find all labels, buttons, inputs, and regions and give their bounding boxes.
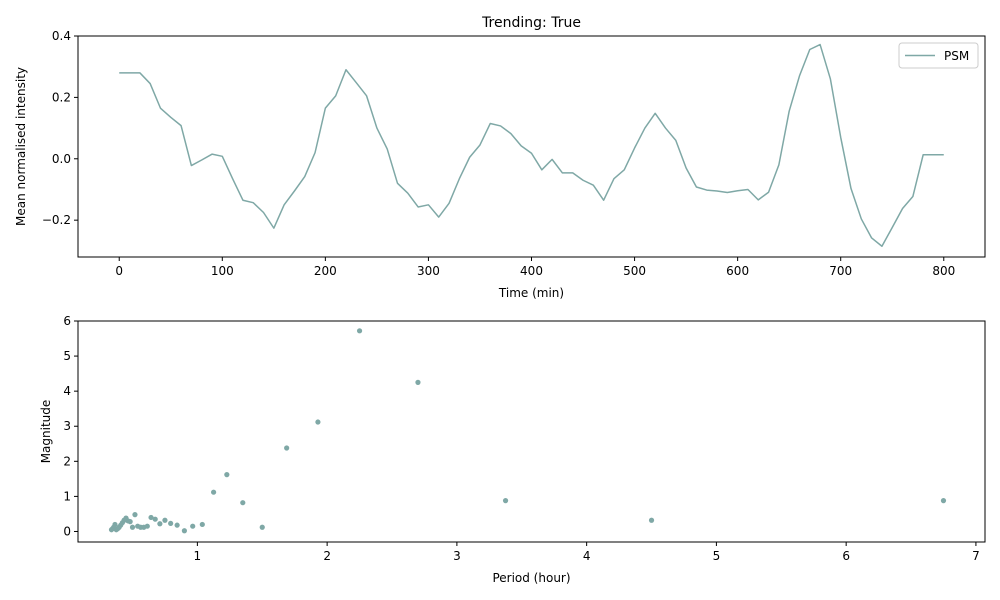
y-tick-label: −0.2 [42, 213, 71, 227]
scatter-point [152, 516, 158, 522]
scatter-point [502, 498, 509, 504]
y-tick-label: 6 [63, 314, 71, 328]
scatter-point [181, 528, 187, 534]
scatter-point [190, 523, 196, 529]
x-tick-label: 300 [417, 264, 440, 278]
legend-label-psm: PSM [944, 49, 969, 63]
scatter-point [129, 524, 136, 530]
scatter-point [940, 498, 947, 504]
x-tick-label: 800 [932, 264, 955, 278]
scatter-point [315, 419, 321, 425]
line-chart-y-axis-label: Mean normalised intensity [14, 67, 28, 226]
x-tick-label: 4 [583, 549, 591, 563]
y-tick-label: 0.2 [52, 90, 71, 104]
x-tick-label: 200 [314, 264, 337, 278]
scatter-point [135, 523, 141, 529]
legend-box [898, 42, 979, 69]
line-chart-axes-frame [77, 35, 986, 258]
scatter-chart-x-axis-label: Period (hour) [492, 571, 570, 585]
scatter-chart-series [108, 328, 947, 534]
x-tick-label: 400 [520, 264, 543, 278]
scatter-point [240, 500, 246, 506]
scatter-point [148, 514, 154, 521]
scatter-point [162, 517, 168, 523]
scatter-point [259, 524, 265, 530]
scatter-point [168, 520, 174, 527]
x-tick-label: 1 [194, 549, 202, 563]
x-tick-label: 7 [972, 549, 980, 563]
line-chart: Trending: True 0 100 200 300 400 500 600 700 800… [14, 15, 986, 300]
line-chart-x-ticks: 0 100 200 300 400 500 600 700 800 [115, 257, 955, 278]
x-tick-label: 700 [829, 264, 852, 278]
line-chart-title: Trending: True [481, 15, 581, 31]
scatter-point [199, 521, 205, 528]
scatter-chart-x-ticks: 1 2 3 4 5 6 7 [194, 542, 980, 563]
series-line-psm [119, 43, 944, 248]
x-tick-label: 0 [115, 264, 123, 278]
scatter-point [648, 517, 655, 523]
y-tick-label: 3 [63, 419, 71, 433]
y-tick-label: 0.4 [52, 29, 71, 43]
scatter-point [132, 512, 138, 518]
x-tick-label: 3 [453, 549, 461, 563]
scatter-point [224, 472, 230, 478]
x-tick-label: 100 [211, 264, 234, 278]
scatter-chart-axes-frame [77, 320, 986, 543]
x-tick-label: 500 [623, 264, 646, 278]
line-chart-x-axis-label: Time (min) [498, 286, 564, 300]
y-tick-label: 1 [63, 489, 71, 503]
x-tick-label: 6 [842, 549, 850, 563]
scatter-chart-y-ticks: 0 1 2 3 4 5 6 [63, 314, 78, 538]
y-tick-label: 0.0 [52, 152, 71, 166]
scatter-point [108, 527, 115, 533]
line-chart-series [119, 43, 944, 248]
scatter-chart-y-axis-label: Magnitude [39, 400, 53, 464]
scatter-point [284, 445, 290, 451]
scatter-point [157, 521, 163, 527]
y-tick-label: 4 [63, 384, 71, 398]
y-tick-label: 0 [63, 524, 71, 538]
line-chart-y-ticks: −0.2 0.0 0.2 0.4 [42, 29, 78, 227]
y-tick-label: 5 [63, 349, 71, 363]
scatter-point [415, 379, 421, 385]
x-tick-label: 5 [713, 549, 721, 563]
scatter-chart: 1 2 3 4 5 6 7 0 1 2 3 4 5 6 Period (hour) Magnitude [39, 314, 986, 585]
scatter-point [174, 522, 180, 528]
x-tick-label: 2 [323, 549, 331, 563]
line-chart-legend: PSM [898, 42, 979, 69]
scatter-point [356, 328, 363, 334]
scatter-point [211, 489, 217, 495]
y-tick-label: 2 [63, 454, 71, 468]
x-tick-label: 600 [726, 264, 749, 278]
